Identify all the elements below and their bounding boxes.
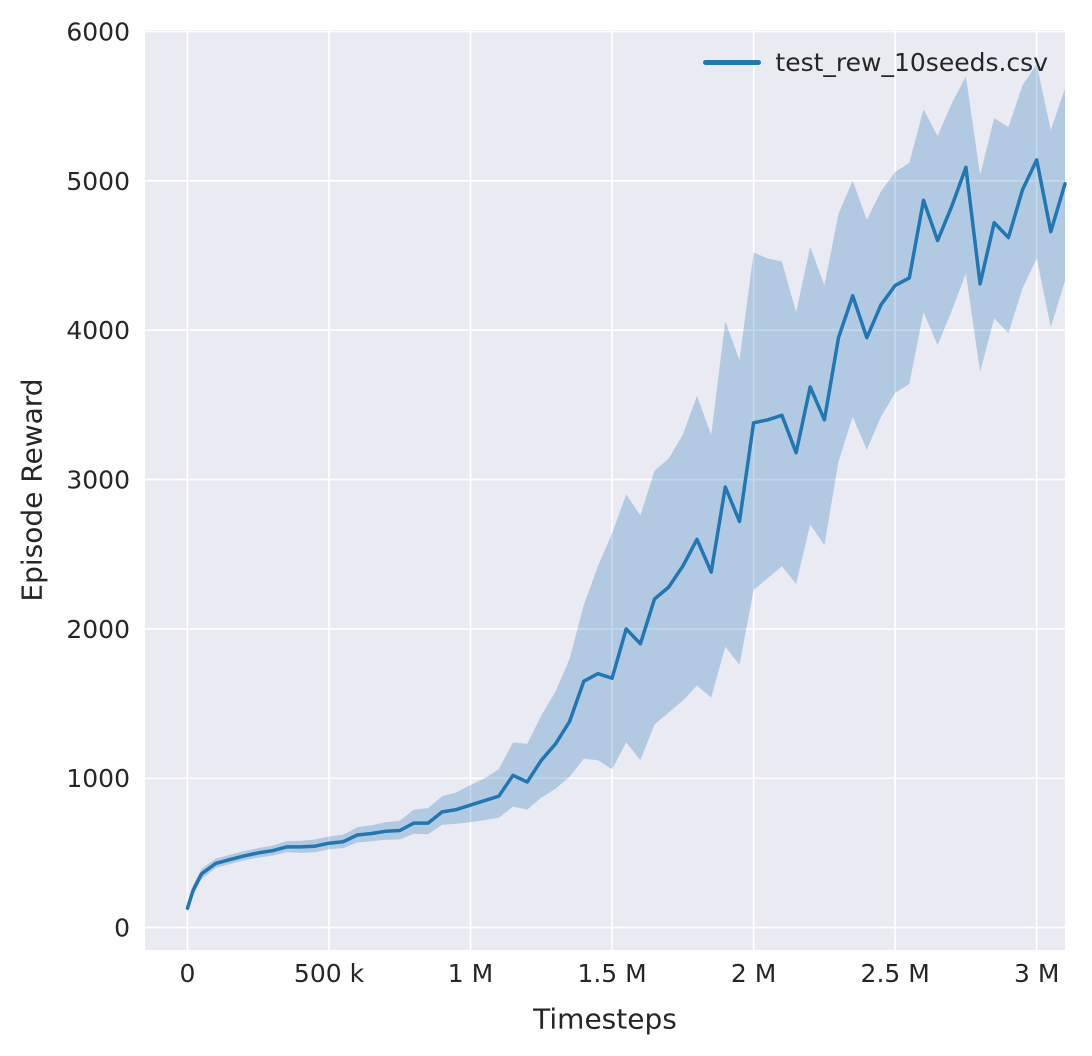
y-tick-label: 2000 [66, 615, 130, 644]
y-tick-label: 6000 [66, 18, 130, 47]
x-tick-label: 3 M [1014, 959, 1059, 988]
x-axis-label: Timesteps [533, 1002, 677, 1036]
legend-label: test_rew_10seeds.csv [775, 48, 1048, 77]
x-tick-label: 1.5 M [577, 959, 646, 988]
x-tick-label: 2 M [731, 959, 776, 988]
y-tick-label: 4000 [66, 316, 130, 345]
x-tick-label: 0 [180, 959, 196, 988]
y-tick-label: 5000 [66, 167, 130, 196]
y-axis-label: Episode Reward [15, 378, 49, 602]
legend-line-swatch [703, 60, 762, 65]
y-tick-label: 1000 [66, 764, 130, 793]
x-tick-label: 500 k [294, 959, 365, 988]
y-tick-label: 0 [114, 914, 130, 943]
plot-background [145, 30, 1065, 950]
x-tick-label: 2.5 M [861, 959, 930, 988]
series-line [185, 158, 1067, 910]
legend: test_rew_10seeds.csv [703, 48, 1048, 77]
y-tick-label: 3000 [66, 466, 130, 495]
confidence-band [187, 64, 1065, 913]
x-tick-label: 1 M [448, 959, 493, 988]
